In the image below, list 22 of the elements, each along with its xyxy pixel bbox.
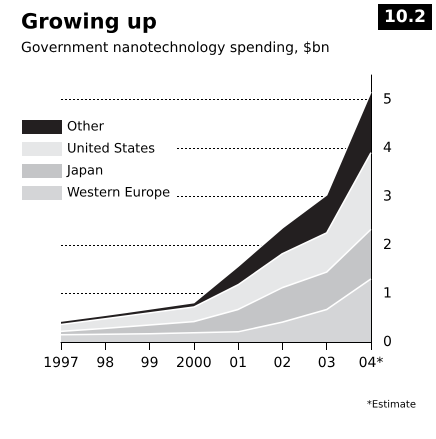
text: 10.2 bbox=[384, 7, 426, 27]
y-tick-label: 3 bbox=[383, 188, 392, 204]
x-tick-label: 01 bbox=[229, 355, 248, 371]
legend-label: Other bbox=[67, 120, 105, 134]
x-tick-label: 99 bbox=[140, 355, 158, 371]
chart-subtitle: Government nanotechnology spending, $bn bbox=[21, 40, 330, 56]
legend-label: United States bbox=[67, 142, 156, 156]
legend-label: Western Europe bbox=[67, 186, 170, 200]
y-tick-label: 5 bbox=[383, 91, 392, 108]
x-tick-label: 02 bbox=[274, 355, 292, 371]
y-tick-label: 0 bbox=[383, 334, 392, 350]
x-tick-label: 1997 bbox=[43, 355, 79, 371]
y-tick-label: 4 bbox=[383, 140, 392, 156]
x-tick-label: 2000 bbox=[176, 355, 212, 371]
x-tick-label: 03 bbox=[318, 355, 336, 371]
text: *Estimate bbox=[366, 400, 416, 410]
x-tick-label: 98 bbox=[96, 355, 114, 371]
y-tick-label: 2 bbox=[383, 236, 392, 253]
legend-label: Japan bbox=[66, 164, 104, 178]
chart-title: Growing up bbox=[21, 10, 157, 34]
x-tick-label: 04* bbox=[358, 355, 384, 371]
y-tick-label: 1 bbox=[383, 285, 392, 302]
